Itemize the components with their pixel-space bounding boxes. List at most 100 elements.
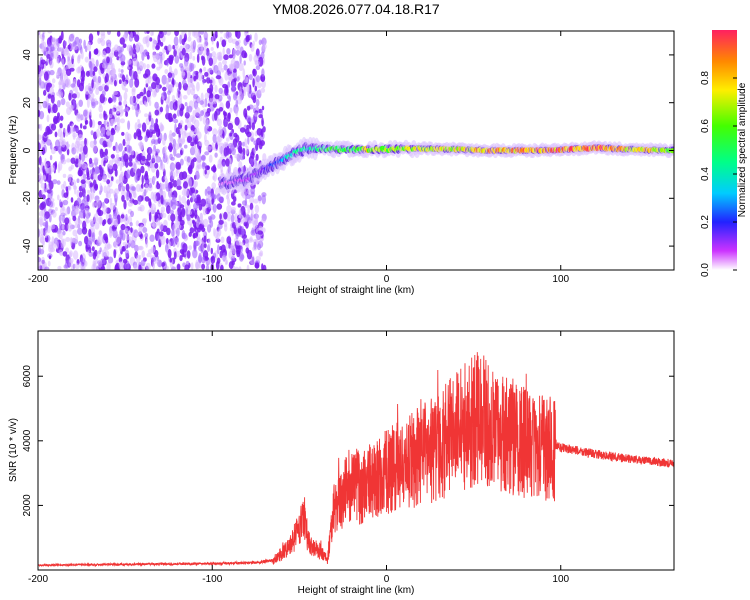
noise-speckle [103, 246, 107, 252]
noise-speckle [48, 180, 54, 190]
snr-ticks: -200 -100 0 100 2000 4000 6000 [22, 331, 674, 585]
noise-speckle [88, 50, 92, 60]
noise-speckle [190, 124, 195, 132]
noise-speckle [43, 89, 47, 96]
noise-speckle [253, 140, 257, 146]
noise-speckle [170, 134, 174, 142]
noise-speckle [58, 249, 63, 255]
noise-speckle [169, 153, 173, 160]
noise-speckle [141, 174, 144, 185]
noise-speckle [97, 121, 102, 126]
noise-speckle [177, 48, 181, 58]
noise-speckle [208, 57, 214, 66]
noise-speckle [215, 31, 218, 39]
noise-speckle [204, 92, 209, 100]
noise-speckle [201, 161, 206, 170]
noise-speckle [149, 234, 155, 242]
noise-speckle [113, 49, 119, 58]
noise-speckle [257, 230, 264, 235]
noise-speckle [181, 207, 186, 218]
noise-speckle [123, 258, 128, 264]
noise-speckle [134, 102, 138, 111]
noise-speckle [173, 36, 179, 46]
noise-speckle [148, 211, 152, 222]
noise-speckle [78, 219, 83, 225]
noise-speckle [220, 236, 225, 244]
noise-speckle [55, 207, 58, 212]
noise-speckle [90, 130, 94, 136]
noise-speckle [250, 158, 254, 166]
noise-speckle [171, 194, 175, 201]
noise-speckle [255, 255, 261, 262]
noise-speckle [112, 95, 117, 103]
noise-speckle [57, 265, 62, 270]
noise-speckle [246, 105, 251, 111]
noise-speckle [80, 123, 83, 129]
noise-speckle [38, 31, 41, 36]
noise-speckle [156, 218, 160, 226]
noise-speckle [70, 197, 74, 203]
noise-speckle [80, 50, 84, 60]
noise-speckle [167, 248, 172, 259]
noise-speckle [246, 249, 253, 260]
noise-speckle [56, 91, 62, 97]
noise-speckle [217, 61, 223, 72]
noise-speckle [256, 243, 262, 251]
noise-speckle [129, 78, 134, 88]
noise-speckle [173, 147, 177, 157]
noise-speckle [203, 243, 207, 249]
noise-speckle [228, 54, 233, 59]
noise-speckle [239, 152, 245, 161]
noise-speckle [219, 31, 224, 34]
noise-speckle [125, 249, 130, 258]
noise-speckle [141, 122, 147, 132]
noise-speckle [194, 180, 198, 187]
noise-speckle [60, 131, 64, 142]
noise-speckle [124, 227, 129, 237]
noise-speckle [174, 143, 179, 151]
noise-speckle [83, 109, 88, 117]
noise-speckle [243, 60, 246, 66]
noise-speckle [61, 224, 65, 231]
noise-speckle [144, 196, 150, 202]
noise-speckle [162, 137, 166, 146]
noise-speckle [221, 39, 227, 47]
noise-speckle [60, 238, 65, 249]
noise-speckle [62, 66, 67, 77]
noise-speckle [201, 56, 206, 66]
noise-speckle [190, 62, 195, 72]
noise-speckle [216, 118, 223, 127]
noise-speckle [211, 182, 217, 190]
noise-speckle [215, 75, 222, 80]
noise-speckle [50, 147, 56, 155]
noise-speckle [242, 68, 246, 79]
noise-speckle [229, 66, 234, 72]
snr-xlabel: Height of straight line (km) [298, 585, 415, 596]
noise-speckle [171, 94, 176, 103]
noise-speckle [78, 191, 83, 198]
noise-speckle [108, 159, 114, 170]
noise-speckle [247, 238, 254, 243]
noise-speckle [176, 263, 181, 270]
noise-speckle [38, 155, 42, 166]
noise-speckle [91, 201, 96, 208]
noise-speckle [147, 165, 151, 172]
noise-speckle [254, 32, 258, 42]
noise-speckle [58, 161, 63, 171]
noise-speckle [253, 198, 259, 204]
noise-speckle [52, 179, 58, 185]
noise-speckle [159, 122, 164, 133]
snr-frame [37, 330, 675, 571]
noise-speckle [234, 116, 240, 126]
noise-speckle [256, 75, 261, 83]
noise-speckle [235, 49, 240, 56]
noise-speckle [50, 164, 56, 173]
noise-speckle [154, 101, 159, 109]
noise-speckle [252, 68, 257, 77]
noise-speckle [104, 197, 109, 203]
noise-speckle [232, 92, 238, 101]
noise-speckle [65, 131, 69, 137]
noise-speckle [132, 48, 137, 54]
noise-speckle [131, 87, 136, 93]
noise-speckle [77, 227, 83, 235]
